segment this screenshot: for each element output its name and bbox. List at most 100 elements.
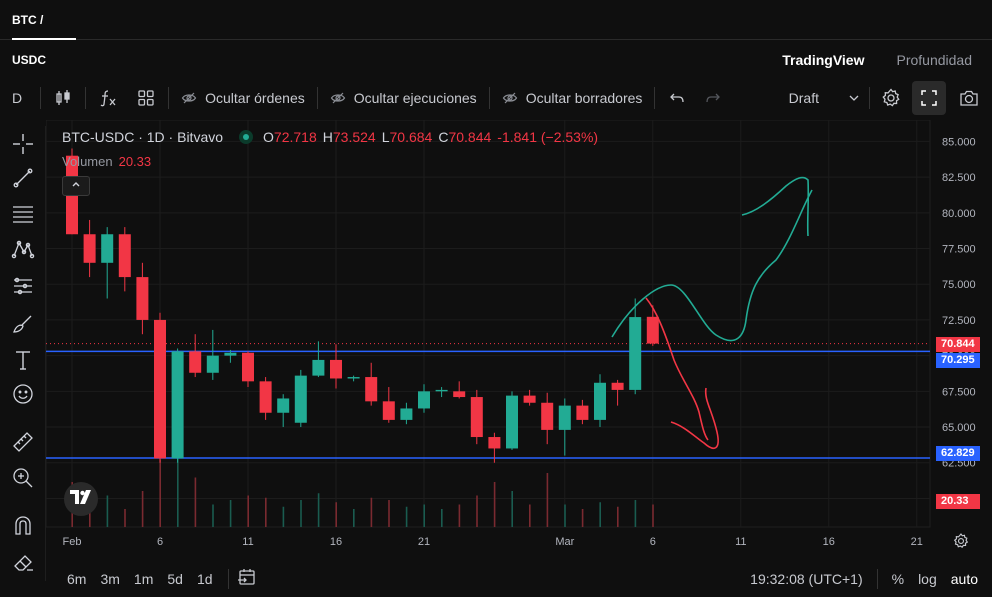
timeframe-1d[interactable]: 1d	[196, 570, 213, 587]
chevron-up-icon	[70, 177, 82, 195]
price-tick-label: 67.500	[942, 386, 976, 398]
tradingview-logo-icon	[70, 489, 92, 509]
bottom-right: 19:32:08 (UTC+1) % log auto	[750, 560, 978, 597]
hide-executions-button[interactable]: Ocultar ejecuciones	[322, 80, 485, 116]
upper-line-badge[interactable]: 70.295	[936, 353, 980, 368]
forecast-icon	[11, 274, 35, 303]
chart-area[interactable]: 85.00082.50080.00077.50075.00072.50070.0…	[46, 120, 992, 560]
eraser-icon	[11, 550, 35, 579]
text-tool[interactable]	[9, 348, 37, 376]
indicators-button[interactable]	[90, 80, 128, 116]
candle	[101, 227, 114, 299]
collapse-legend-button[interactable]	[62, 176, 90, 196]
hide-orders-button[interactable]: Ocultar órdenes	[173, 80, 313, 116]
candle	[558, 398, 571, 456]
undo-button[interactable]	[659, 80, 695, 116]
zoom-in-icon	[11, 466, 35, 495]
price-tick-label: 72.500	[942, 315, 976, 327]
axis-settings-button[interactable]	[952, 532, 970, 555]
candle	[470, 389, 483, 445]
volume-bar	[247, 495, 249, 527]
templates-button[interactable]	[128, 80, 164, 116]
eye-off-icon	[330, 90, 346, 106]
brush-tool[interactable]	[9, 312, 37, 340]
tab-btc-usdc[interactable]: BTC / USDC	[12, 0, 76, 67]
toolbar-divider	[85, 87, 87, 109]
interval-button[interactable]: D	[0, 80, 36, 116]
toolbar-divider	[316, 87, 318, 109]
timeframe-5d[interactable]: 5d	[167, 570, 183, 587]
fib-tool[interactable]	[9, 202, 37, 230]
interval-label: D	[12, 90, 23, 106]
eraser-tool[interactable]	[9, 550, 37, 578]
timeframe-6m[interactable]: 6m	[67, 570, 87, 587]
gear-icon	[952, 533, 970, 554]
candle-body	[523, 395, 536, 403]
lower-line-badge[interactable]: 62.829	[936, 446, 980, 461]
toolbar-divider	[869, 87, 870, 109]
candle-body	[171, 351, 184, 459]
candle	[382, 387, 395, 423]
volume-label[interactable]: Volumen	[62, 154, 113, 169]
time-tick-label: 21	[418, 536, 430, 548]
price-tick-label: 75.000	[942, 279, 976, 291]
tab-profundidad[interactable]: Profundidad	[896, 52, 972, 68]
fullscreen-icon	[919, 88, 939, 108]
volume-bar	[141, 491, 144, 527]
candle-body	[118, 234, 131, 278]
emoji-tool[interactable]	[9, 382, 37, 410]
volume-value: 20.33	[118, 154, 152, 169]
candle	[418, 384, 430, 413]
volume-bar	[441, 509, 443, 527]
candle	[277, 394, 290, 428]
settings-button[interactable]	[874, 80, 908, 116]
ruler-tool[interactable]	[9, 430, 37, 458]
goto-date-button[interactable]	[237, 567, 257, 590]
redo-button[interactable]	[695, 80, 731, 116]
hide-executions-label: Ocultar ejecuciones	[353, 90, 477, 106]
close-value: 70.844	[448, 129, 492, 145]
percent-toggle[interactable]: %	[891, 570, 905, 587]
fullscreen-active-box	[912, 81, 946, 115]
volume-badge: 20.33	[936, 494, 980, 509]
crosshair-tool[interactable]	[9, 132, 37, 160]
zoom-tool[interactable]	[9, 466, 37, 494]
candle-body	[418, 391, 430, 409]
candles-icon	[53, 88, 73, 108]
price-tick-label: 65.000	[942, 422, 976, 434]
red-drawing-stroke	[670, 387, 719, 450]
bottom-divider	[876, 568, 878, 589]
tab-tradingview[interactable]: TradingView	[782, 52, 865, 68]
clock-timezone[interactable]: 19:32:08 (UTC+1)	[750, 570, 863, 587]
high-value: 73.524	[332, 129, 376, 145]
hide-drafts-button[interactable]: Ocultar borradores	[494, 80, 651, 116]
timeframe-1m[interactable]: 1m	[133, 570, 154, 587]
draft-select[interactable]: Draft	[781, 80, 865, 116]
ruler-icon	[11, 430, 35, 459]
candles-button[interactable]	[45, 80, 81, 116]
camera-icon	[958, 88, 980, 108]
fullscreen-button[interactable]	[908, 80, 950, 116]
screenshot-button[interactable]	[950, 80, 992, 116]
time-tick-label: Feb	[63, 536, 82, 548]
horizontal-lines-icon	[11, 202, 35, 231]
pattern-tool[interactable]	[9, 238, 37, 266]
symbol-label[interactable]: BTC-USDC · 1D · Bitvavo	[62, 129, 224, 145]
magnet-tool[interactable]	[9, 514, 37, 542]
log-toggle[interactable]: log	[918, 570, 937, 587]
volume-bar	[388, 500, 390, 527]
candlestick-chart[interactable]: 85.00082.50080.00077.50075.00072.50070.0…	[46, 120, 992, 560]
green-drawing-stroke	[741, 176, 810, 237]
candle-body	[206, 355, 219, 373]
candle	[83, 219, 96, 278]
volume-bar	[335, 502, 337, 527]
forecast-tool[interactable]	[9, 274, 37, 302]
volume-bar	[599, 502, 601, 527]
tradingview-logo[interactable]	[64, 482, 98, 516]
volume-bar	[581, 509, 584, 527]
auto-toggle[interactable]: auto	[950, 570, 978, 587]
timeframe-3m[interactable]: 3m	[100, 570, 120, 587]
trendline-tool[interactable]	[9, 166, 37, 194]
bottom-divider	[227, 568, 229, 589]
volume-bar	[370, 497, 373, 527]
